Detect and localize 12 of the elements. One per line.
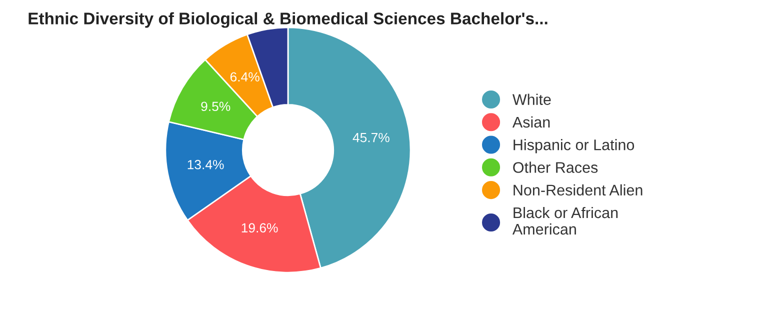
legend-label: White [512,94,551,105]
chart-title: Ethnic Diversity of Biological & Biomedical Sciences Bachelor's... [28,12,548,28]
legend-label: Other Races [513,162,598,173]
legend-label: Hispanic or Latino [514,139,634,154]
legend-label: Asian [512,116,550,128]
legend-label: Non-Resident Alien [514,184,642,196]
data-label: 13.4% [188,160,224,170]
data-label: 19.6% [242,223,278,233]
data-label: 9.5% [201,102,230,112]
data-label: 6.4% [230,72,260,82]
legend-label: Black or African American [512,206,618,235]
data-label: 45.7% [352,132,390,142]
